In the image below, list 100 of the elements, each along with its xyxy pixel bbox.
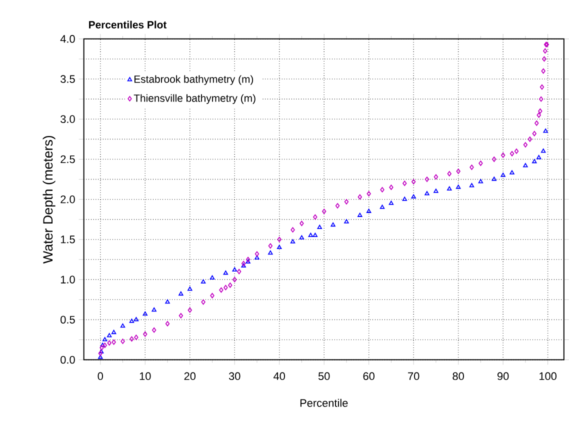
point [534,120,539,126]
point [402,196,407,201]
point [228,282,232,288]
point [142,311,148,316]
point [130,336,134,342]
point [514,148,519,154]
x-tick-label: 20 [184,372,196,380]
point [523,142,528,148]
point [277,244,282,249]
point [447,186,452,190]
point [120,323,126,328]
point [134,334,138,340]
x-tick-label: 100 [540,372,556,380]
point [312,232,318,237]
point [424,176,430,182]
point [152,327,156,333]
point [210,292,214,298]
point [241,260,246,266]
point [290,227,295,232]
point [254,255,260,260]
point [178,312,184,318]
point [434,188,438,193]
y-tick-label: 1.5 [60,236,75,244]
point [188,286,192,291]
point [542,56,546,62]
point [241,263,246,268]
point [470,164,474,170]
point [254,251,260,256]
point [478,179,484,184]
point [532,130,536,136]
point [201,299,206,305]
point [330,222,336,227]
point [543,48,548,54]
point [134,316,139,322]
point [528,136,532,142]
point [165,299,170,304]
point [402,180,407,186]
point [500,152,506,158]
point [389,184,394,190]
point [317,224,322,229]
point [246,256,250,262]
point [540,148,546,153]
point [268,243,273,248]
point [129,318,134,323]
x-tick-label: 50 [318,372,330,380]
point [469,183,474,188]
point [98,350,102,356]
point [268,250,273,255]
y-tick-label: 1.0 [60,276,75,284]
point [237,268,242,274]
point [210,275,215,280]
point [232,276,237,282]
point [246,259,250,264]
y-tick-label: 0.5 [60,316,75,324]
point [492,176,496,181]
point [224,284,228,290]
point [322,208,326,214]
point [120,338,125,344]
point [380,187,384,192]
y-tick-label: 3.5 [60,75,75,83]
point [424,191,430,196]
x-tick-label: 70 [408,372,420,380]
y-tick-label: 2.0 [60,195,75,204]
point [538,108,542,114]
point [500,172,506,177]
point [510,170,514,174]
x-tick-label: 90 [497,372,509,380]
legend-label: Estabrook bathymetry (m) [134,75,254,85]
point [111,330,116,334]
point [152,307,156,312]
chart-title: Percentiles Plot [89,20,167,28]
point [232,267,237,272]
y-tick-label: 0.0 [60,356,75,364]
point [344,199,349,204]
point [541,68,546,74]
x-tick-label: 30 [228,372,240,380]
x-tick-label: 80 [452,372,464,380]
point [143,331,148,337]
point [358,194,362,200]
point [539,96,544,102]
point [456,184,461,189]
x-tick-label: 60 [363,372,374,380]
point [411,194,416,198]
point [344,219,349,224]
point [290,239,296,244]
x-tick-label: 40 [274,372,286,380]
y-tick-label: 4.0 [60,35,75,43]
y-tick-label: 3.0 [60,115,75,123]
point [335,203,340,208]
point [411,179,416,184]
y-tick-label: 2.5 [60,155,75,164]
point [98,349,104,354]
point [300,220,304,226]
point [299,235,304,240]
point [100,342,105,347]
point [277,236,282,242]
point [358,212,362,217]
point [102,337,108,342]
x-tick-label: 0 [98,372,103,380]
point [107,340,112,346]
